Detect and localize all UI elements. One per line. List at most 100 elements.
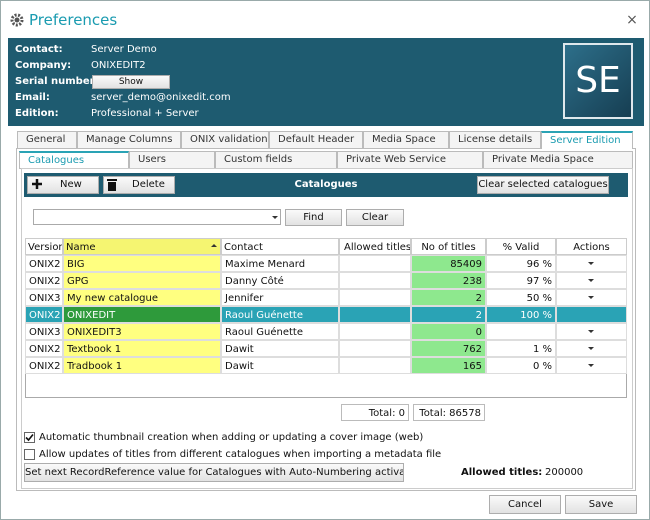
subtab[interactable]: Private Web Service (337, 151, 483, 169)
subtab[interactable]: Users (129, 151, 215, 169)
tab[interactable]: License details (449, 131, 541, 149)
cell (339, 306, 411, 323)
tab[interactable]: Media Space (363, 131, 449, 149)
field-label: Edition: (15, 108, 59, 119)
cell: Textbook 1 (63, 340, 221, 357)
checkbox[interactable] (24, 432, 35, 443)
toolbar-title: Catalogues (294, 179, 358, 190)
cell: 0 (411, 323, 486, 340)
cancel-button[interactable]: Cancel (489, 495, 561, 514)
cell: ONIX2 (25, 255, 63, 272)
cell: ONIX2 (25, 306, 63, 323)
save-button[interactable]: Save (565, 495, 637, 514)
cell (339, 289, 411, 306)
cell: 85409 (411, 255, 486, 272)
cell: Dawit (221, 340, 339, 357)
window-title: Preferences (29, 11, 118, 29)
column-header: No of titles (411, 238, 486, 255)
cell: Tradbook 1 (63, 357, 221, 374)
cell: 0 % (486, 357, 556, 374)
tab[interactable]: Server Edition (541, 131, 633, 149)
tab[interactable]: ONIX validation (181, 131, 269, 149)
cell (339, 323, 411, 340)
cell: Dawit (221, 357, 339, 374)
clear-button[interactable]: Clear (346, 209, 404, 226)
actions-arrow (588, 296, 594, 299)
cell: 97 % (486, 272, 556, 289)
field-label: Contact: (15, 44, 63, 55)
column-header: Name (63, 238, 221, 255)
sort-arrow (211, 244, 217, 247)
cell: Danny Côté (221, 272, 339, 289)
cell: Raoul Guénette (221, 323, 339, 340)
cell: Maxime Menard (221, 255, 339, 272)
cell (339, 340, 411, 357)
cell: ONIX2 (25, 272, 63, 289)
cell: 165 (411, 357, 486, 374)
cell: ONIXEDIT3 (63, 323, 221, 340)
cell: ONIX3 (25, 323, 63, 340)
cell: 50 % (486, 289, 556, 306)
subtab[interactable]: Private Media Space (483, 151, 633, 169)
checkbox[interactable] (24, 449, 35, 460)
delete-button[interactable]: Delete (103, 176, 175, 194)
total-allowed: Total: 0 (341, 404, 409, 421)
column-header: Allowed titles (339, 238, 411, 255)
cell: 762 (411, 340, 486, 357)
tab[interactable]: General (17, 131, 77, 149)
cell: ONIXEDIT (63, 306, 221, 323)
cell: 2 (411, 289, 486, 306)
actions-arrow (588, 347, 594, 350)
cell (339, 255, 411, 272)
cell: ONIX2 (25, 357, 63, 374)
column-header: Version (25, 238, 63, 255)
cell: Jennifer (221, 289, 339, 306)
cell: ONIX3 (25, 289, 63, 306)
logo: SE (563, 43, 633, 119)
actions-arrow (588, 364, 594, 367)
field-value: server_demo@onixedit.com (91, 92, 231, 103)
cell (486, 323, 556, 340)
find-button[interactable]: Find (285, 209, 342, 226)
subtab[interactable]: Catalogues (19, 151, 129, 169)
combo-arrow (272, 216, 278, 219)
close-button[interactable]: × (626, 12, 638, 28)
cell: BIG (63, 255, 221, 272)
column-header: Actions (556, 238, 627, 255)
field-label: Company: (15, 60, 72, 71)
field-value: Professional + Server (91, 108, 199, 119)
cell: 100 % (486, 306, 556, 323)
check-mark (25, 433, 34, 442)
field-label: Email: (15, 92, 50, 103)
show-button[interactable]: Show (92, 75, 170, 89)
checkbox-label[interactable]: Allow updates of titles from different c… (39, 449, 442, 460)
new-button[interactable]: New (27, 176, 99, 194)
cell: 96 % (486, 255, 556, 272)
clear-selected-button[interactable]: Clear selected catalogues (477, 176, 609, 194)
search-combo[interactable] (33, 209, 281, 225)
cell (339, 357, 411, 374)
column-header: % Valid (486, 238, 556, 255)
total-titles: Total: 86578 (413, 404, 485, 421)
gear-icon (10, 13, 24, 27)
subtab[interactable]: Custom fields (215, 151, 337, 169)
actions-arrow (588, 262, 594, 265)
field-value: ONIXEDIT2 (91, 60, 146, 71)
trash-icon (107, 179, 117, 191)
subtab-panel (21, 168, 633, 489)
cell: GPG (63, 272, 221, 289)
cell: 1 % (486, 340, 556, 357)
cell[interactable] (556, 306, 627, 323)
allowed-value: 200000 (545, 467, 584, 478)
set-next-button[interactable]: Set next RecordReference value for Catal… (24, 463, 404, 482)
actions-arrow (588, 330, 594, 333)
tab[interactable]: Manage Columns (77, 131, 181, 149)
cell: Raoul Guénette (221, 306, 339, 323)
field-value: Server Demo (91, 44, 157, 55)
cell: 238 (411, 272, 486, 289)
cell (339, 272, 411, 289)
tab[interactable]: Default Header (269, 131, 363, 149)
checkbox-label[interactable]: Automatic thumbnail creation when adding… (39, 432, 424, 443)
allowed-label: Allowed titles: (461, 467, 543, 478)
